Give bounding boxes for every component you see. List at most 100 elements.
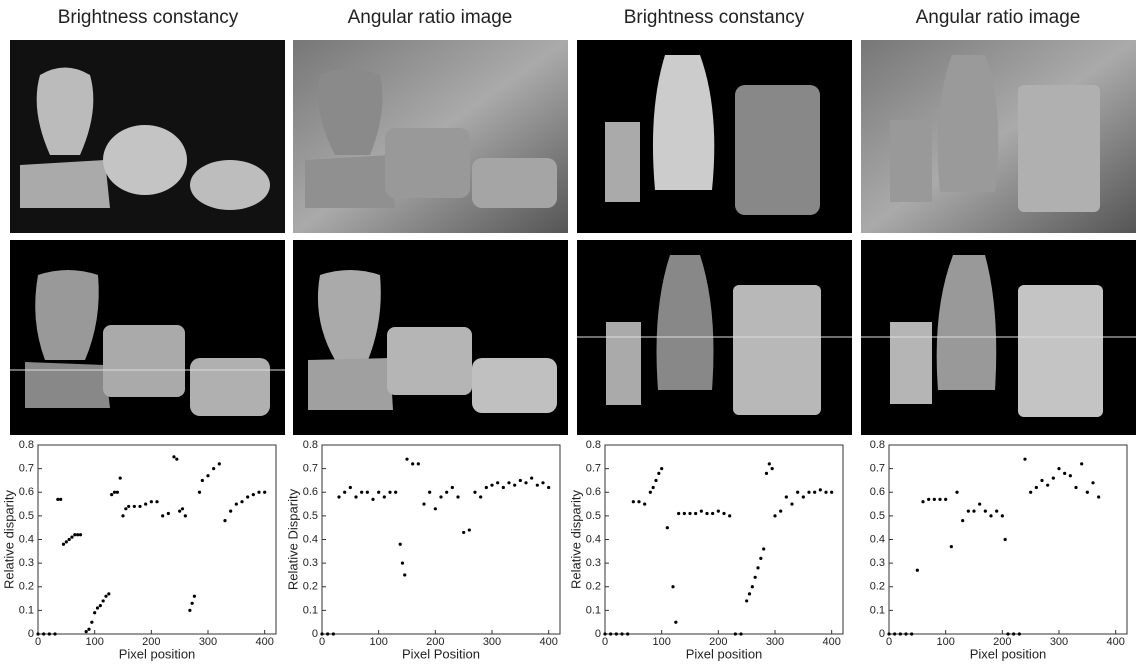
point	[989, 514, 993, 518]
point	[107, 592, 111, 596]
point	[728, 514, 732, 518]
point	[183, 514, 187, 518]
point	[188, 608, 192, 612]
photo	[10, 40, 285, 233]
point	[807, 490, 811, 494]
point	[716, 509, 720, 513]
point	[405, 457, 409, 461]
point	[932, 497, 936, 501]
y-tick-label: 0.2	[19, 581, 34, 593]
point	[1012, 632, 1016, 636]
y-tick-label: 0.6	[870, 486, 885, 498]
point	[450, 485, 454, 490]
point	[428, 490, 432, 494]
point	[439, 495, 443, 499]
column-title: Angular ratio image	[348, 7, 513, 28]
point	[648, 490, 652, 494]
point	[762, 547, 766, 551]
point	[818, 488, 822, 492]
point	[541, 481, 545, 485]
point	[753, 575, 757, 579]
x-tick-label: 400	[822, 636, 840, 648]
point	[671, 585, 675, 589]
point	[910, 632, 914, 636]
photo	[293, 40, 568, 233]
point	[251, 493, 255, 497]
point	[240, 500, 244, 504]
point	[1029, 490, 1033, 494]
y-tick-label: 0.8	[870, 439, 885, 451]
point	[115, 490, 119, 494]
point	[524, 481, 528, 485]
point	[496, 481, 500, 485]
x-tick-label: 0	[602, 636, 608, 648]
point	[382, 495, 386, 499]
point	[70, 535, 74, 539]
point	[197, 490, 202, 494]
point	[192, 594, 196, 598]
y-tick-label: 0.1	[303, 604, 318, 616]
point	[767, 462, 771, 466]
x-tick-label: 300	[199, 636, 217, 648]
plot-frame	[321, 444, 561, 635]
x-tick-label: 0	[886, 636, 892, 648]
point	[705, 511, 709, 516]
point	[84, 630, 88, 634]
point	[67, 537, 71, 542]
x-tick-label: 400	[255, 636, 273, 648]
y-tick-label: 0.3	[586, 557, 601, 569]
y-tick-label: 0	[312, 628, 318, 640]
point	[1085, 490, 1089, 494]
point	[637, 500, 641, 504]
point	[682, 511, 686, 516]
point	[961, 519, 965, 523]
point	[1000, 514, 1004, 518]
plot-frame	[604, 444, 844, 635]
point	[983, 509, 987, 513]
point	[739, 632, 743, 636]
point	[53, 632, 57, 636]
point	[76, 533, 80, 537]
point	[770, 467, 774, 471]
point	[462, 530, 466, 535]
point	[365, 490, 369, 494]
disparity-map	[293, 240, 568, 435]
point	[36, 632, 40, 636]
y-tick-label: 0	[28, 628, 34, 640]
point	[830, 490, 834, 494]
point	[955, 490, 959, 494]
point	[223, 519, 227, 523]
point	[949, 544, 953, 549]
y-tick-label: 0.6	[19, 486, 34, 498]
point	[535, 483, 539, 487]
photo	[861, 40, 1136, 233]
point	[416, 462, 420, 466]
point	[161, 514, 165, 518]
y-axis-label: Relative disparity	[568, 490, 583, 589]
point	[609, 632, 613, 636]
point	[47, 632, 51, 636]
point	[1057, 467, 1061, 471]
point	[904, 632, 908, 636]
y-tick-label: 0.5	[303, 510, 318, 522]
plot-frame	[37, 444, 277, 635]
point	[694, 511, 698, 516]
point	[1091, 481, 1095, 485]
point	[320, 632, 324, 636]
point	[490, 483, 494, 487]
point	[445, 490, 449, 494]
point	[246, 495, 250, 499]
y-tick-label: 0.4	[586, 533, 601, 545]
point	[422, 502, 426, 506]
point	[456, 495, 460, 499]
point	[172, 455, 176, 459]
x-tick-label: 200	[426, 636, 444, 648]
point	[756, 566, 760, 570]
x-tick-label: 100	[936, 636, 954, 648]
point	[745, 599, 749, 603]
point	[398, 542, 402, 546]
point	[1006, 632, 1010, 636]
point	[1003, 537, 1007, 542]
point	[348, 485, 352, 490]
point	[530, 476, 534, 480]
